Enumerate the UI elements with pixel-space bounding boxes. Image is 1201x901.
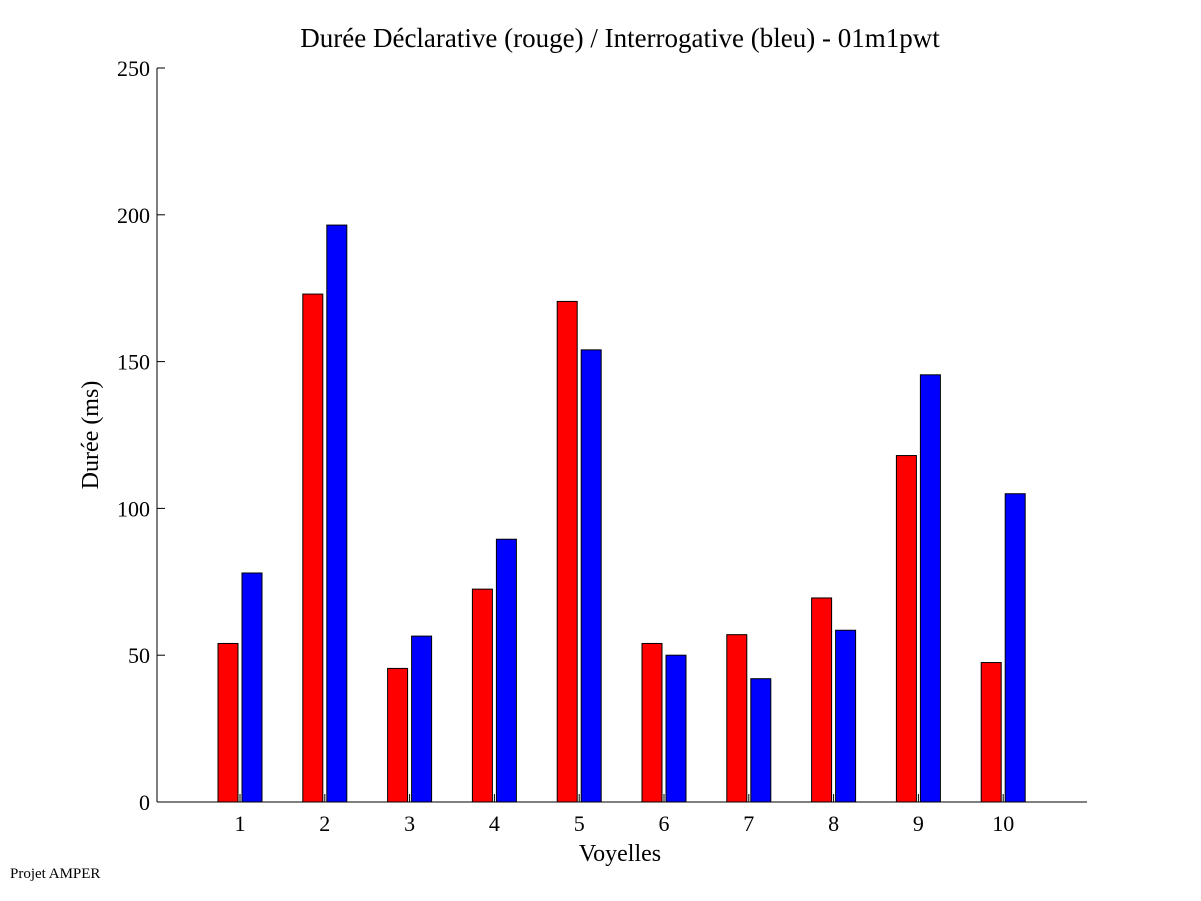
y-tick-label: 200: [117, 203, 150, 228]
x-tick-label: 1: [235, 811, 246, 836]
bar-series2-cat-3: [411, 635, 433, 803]
bar-series1-cat-5: [556, 300, 578, 803]
x-tick-label: 8: [828, 811, 839, 836]
axes-layer: [156, 68, 1087, 803]
chart-title: Durée Déclarative (rouge) / Interrogativ…: [300, 23, 940, 53]
bar-series1-cat-3: [387, 667, 409, 803]
y-tick-label: 250: [117, 56, 150, 81]
x-tick-label: 4: [489, 811, 500, 836]
bar-series1-cat-6: [641, 642, 663, 803]
bars-layer: [217, 224, 1026, 803]
bar-series2-cat-9: [919, 374, 941, 803]
x-tick-label: 9: [913, 811, 924, 836]
bar-series1-cat-10: [980, 662, 1002, 803]
y-tick-label: 100: [117, 496, 150, 521]
bar-series1-cat-8: [811, 597, 833, 803]
x-tick-label: 5: [574, 811, 585, 836]
bar-series2-cat-6: [665, 654, 687, 803]
y-tick-label: 50: [128, 643, 150, 668]
bar-series2-cat-1: [241, 572, 263, 803]
bar-series2-cat-8: [835, 629, 857, 803]
x-tick-label: 3: [404, 811, 415, 836]
x-tick-label: 7: [743, 811, 754, 836]
footer-text: Projet AMPER: [10, 866, 100, 882]
bar-series2-cat-2: [326, 224, 348, 803]
x-tick-label: 6: [659, 811, 670, 836]
y-axis-label: Durée (ms): [78, 381, 104, 490]
bar-series2-cat-5: [580, 349, 602, 803]
bar-series1-cat-7: [726, 634, 748, 803]
x-ticks: 1 2 3 4 5 6 7 8 9 10: [235, 794, 1014, 836]
bar-series1-cat-9: [895, 455, 917, 803]
y-ticks: 0 50 100 150 200 250: [117, 56, 165, 815]
bar-series1-cat-1: [217, 642, 239, 803]
y-tick-label: 150: [117, 350, 150, 375]
bar-series1-cat-4: [471, 588, 493, 803]
x-axis-label: Voyelles: [579, 841, 661, 867]
x-tick-label: 10: [992, 811, 1014, 836]
bar-series2-cat-10: [1004, 493, 1026, 803]
bar-series2-cat-4: [495, 538, 517, 803]
bar-series1-cat-2: [302, 293, 324, 803]
x-tick-label: 2: [319, 811, 330, 836]
y-tick-label: 0: [139, 790, 150, 815]
bar-series2-cat-7: [750, 678, 772, 803]
